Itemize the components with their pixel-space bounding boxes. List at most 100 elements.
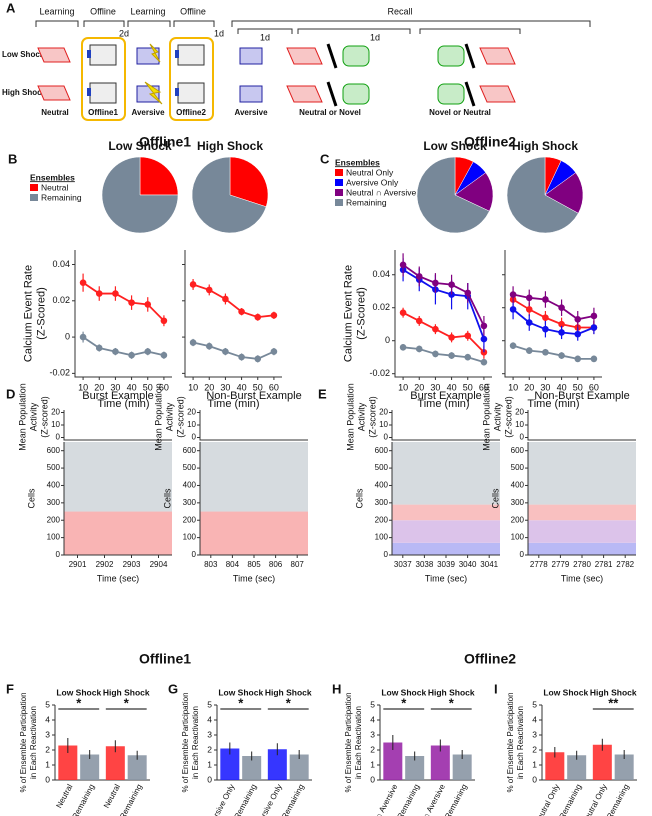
point <box>95 344 103 352</box>
point <box>189 281 197 288</box>
point <box>464 332 472 340</box>
stage-label: Neutral or Novel <box>299 108 361 117</box>
point <box>112 348 119 355</box>
y-tick-label: 3 <box>370 729 375 739</box>
y-tick-label: 200 <box>375 515 389 524</box>
legend-label: Remaining <box>346 197 387 207</box>
cell-band <box>392 504 500 521</box>
axes <box>74 250 172 378</box>
y-tick-label: 500 <box>183 463 197 472</box>
cell-band <box>64 442 172 512</box>
panel-letter: I <box>494 681 498 696</box>
x-tick-label: 40 <box>127 382 137 392</box>
y-axis-label: % of Ensemble Participation <box>506 692 515 792</box>
group-title: Low Shock <box>56 687 101 697</box>
y-tick-label: 3 <box>532 729 537 739</box>
sig-star: * <box>401 695 407 710</box>
header: Offline <box>90 6 116 16</box>
y-tick-label: 0 <box>56 550 61 559</box>
y-tick-label: 5 <box>207 699 212 709</box>
point <box>432 325 439 333</box>
legend-title: Ensembles <box>30 172 75 182</box>
y-tick-label: 4 <box>207 714 212 724</box>
y-tick-label: 3 <box>45 729 50 739</box>
x-tick-label: 2904 <box>150 560 168 569</box>
point <box>509 306 517 313</box>
category-label: Remaining <box>395 783 421 816</box>
y-axis-label: % of Ensemble Participation <box>19 692 28 792</box>
offline-frame <box>81 37 126 121</box>
bar <box>383 742 403 780</box>
cell-band <box>392 520 500 543</box>
y-axis-label: in Each Reactivation <box>191 706 200 779</box>
x-tick-label: 2901 <box>69 560 87 569</box>
x-tick-label: 20 <box>414 382 424 392</box>
y-tick-label: 0 <box>45 774 50 784</box>
point <box>542 348 549 356</box>
section-title: Offline1 <box>139 651 191 667</box>
x-tick-label: 804 <box>226 560 240 569</box>
series-line <box>192 341 275 360</box>
point <box>399 344 407 351</box>
sig-star: * <box>76 695 82 710</box>
y-axis-label: Cells <box>26 488 36 509</box>
x-tick-label: 50 <box>573 382 583 392</box>
point <box>525 294 533 302</box>
section-title: Offline1 <box>139 134 191 150</box>
x-tick-label: 30 <box>540 382 550 392</box>
axes <box>394 250 492 378</box>
group-title: High Shock <box>265 687 312 697</box>
y-axis-label: Calcium Event Rate <box>22 265 34 362</box>
x-axis-label: Time (min) <box>417 398 469 410</box>
y-tick-label: 0 <box>56 433 61 442</box>
y-tick-label: 0 <box>207 774 212 784</box>
series-line <box>402 346 485 364</box>
point <box>160 351 168 359</box>
point <box>189 339 197 346</box>
panel-a: Learning Offline Learning Offline Recall… <box>2 6 591 121</box>
cell-band <box>528 504 636 521</box>
section-title: Offline2 <box>464 134 516 150</box>
bar <box>105 746 125 780</box>
group-title: Low Shock <box>381 687 426 697</box>
series-line <box>512 344 594 360</box>
point <box>574 330 582 338</box>
y-tick-label: 400 <box>511 481 525 490</box>
y-tick-label: 10 <box>51 420 60 429</box>
group-title: High Shock <box>428 687 475 697</box>
series-line <box>402 311 485 353</box>
y-tick-label: 0.04 <box>372 269 390 279</box>
pie-slice <box>506 156 579 234</box>
panel-letter: F <box>6 681 14 696</box>
cell-band <box>392 442 500 505</box>
point <box>144 348 152 355</box>
cell-band <box>528 442 636 505</box>
point <box>558 320 565 328</box>
day: 2d <box>119 28 129 38</box>
y-tick-label: 5 <box>370 699 375 709</box>
y-tick-label: 600 <box>511 446 525 455</box>
cell-band <box>64 511 172 555</box>
x-tick-label: 2778 <box>530 560 548 569</box>
bar <box>545 752 565 780</box>
legend-swatch <box>335 169 343 176</box>
point <box>205 342 213 350</box>
y-tick-label: 2 <box>370 744 375 754</box>
y-axis-label: Activity <box>492 402 502 431</box>
group-title: Low Shock <box>218 687 263 697</box>
y-tick-label: 0.02 <box>52 295 70 305</box>
pie-slice <box>139 156 179 196</box>
y-axis-label: % of Ensemble Participation <box>181 692 190 792</box>
raster-title: Non-Burst Example <box>206 390 301 402</box>
y-tick-label: 0 <box>385 335 390 345</box>
point <box>448 352 455 359</box>
x-tick-label: 2903 <box>123 560 141 569</box>
icons <box>37 43 516 107</box>
y-tick-label: -0.02 <box>49 368 70 378</box>
row-label: High Shock: <box>2 88 49 97</box>
bar <box>405 756 425 780</box>
point <box>415 273 423 280</box>
point <box>415 317 423 325</box>
y-tick-label: 0 <box>384 433 389 442</box>
raster-title: Burst Example <box>82 390 154 402</box>
